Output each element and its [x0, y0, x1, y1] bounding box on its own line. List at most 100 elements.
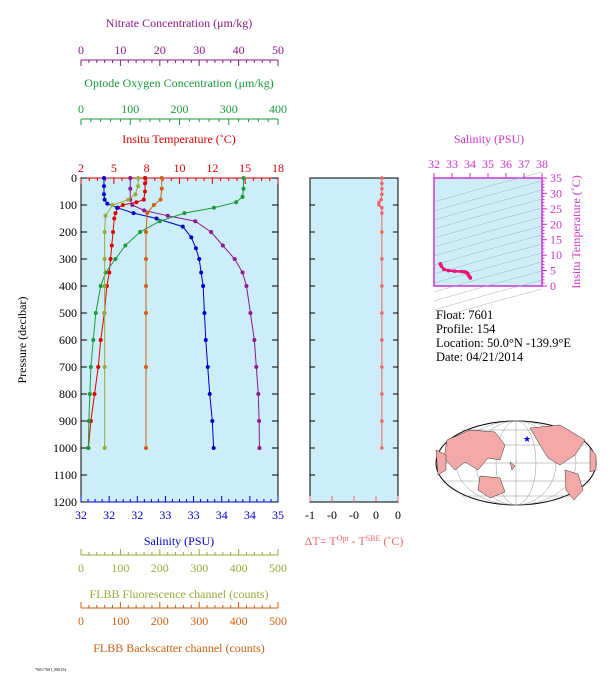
- series-point-temperature: [120, 203, 125, 207]
- backscatter-tick-label: 0: [78, 614, 84, 628]
- fluorescence-tick-label: 200: [151, 561, 169, 575]
- temperature-tick-label: 15: [239, 161, 251, 175]
- dt-point: [380, 338, 384, 342]
- series-point-nitrate: [128, 186, 133, 191]
- series-point-salinity: [105, 201, 110, 206]
- series-point-salinity: [102, 197, 107, 202]
- series-point-salinity: [154, 216, 159, 221]
- density-contour: [433, 279, 543, 311]
- series-point-fluorescence: [136, 184, 141, 189]
- series-point-fluorescence: [102, 284, 107, 288]
- series-point-salinity: [197, 257, 202, 261]
- series-point-backscatter: [158, 197, 163, 202]
- dt-point: [380, 205, 384, 210]
- series-point-fluorescence: [110, 203, 115, 207]
- fluorescence-axis-label: FLBB Fluorescence channel (counts): [90, 587, 269, 601]
- dt-point: [380, 257, 384, 261]
- pressure-axis-label: Pressure (decibar): [15, 297, 29, 384]
- backscatter-tick-label: 100: [111, 614, 129, 628]
- dt-point: [380, 187, 384, 191]
- temperature-axis-label: Insitu Temperature (˚C): [122, 132, 236, 146]
- series-point-temperature: [113, 211, 118, 216]
- series-point-salinity: [189, 235, 194, 240]
- dt-label-part: ΔT= T: [305, 534, 338, 548]
- ts-salinity-tick-label: 36: [500, 157, 512, 171]
- temperature-tick-label: 2: [78, 161, 84, 175]
- series-point-nitrate: [254, 365, 259, 369]
- series-point-salinity: [205, 365, 210, 369]
- ts-point: [452, 269, 457, 273]
- series-point-fluorescence: [102, 365, 107, 369]
- pressure-tick-label: 600: [59, 333, 77, 347]
- pressure-tick-label: 700: [59, 360, 77, 374]
- density-contour: [433, 207, 543, 239]
- density-contour: [433, 198, 543, 230]
- axes-layer: Nitrate Concentration (μm/kg)0 10 20 30 40 50…: [15, 16, 583, 655]
- series-point-oxygen: [86, 419, 91, 423]
- dt-point: [377, 203, 381, 207]
- density-contour: [433, 288, 543, 320]
- backscatter-tick-label: 200: [151, 614, 169, 628]
- series-point-oxygen: [157, 219, 162, 224]
- ts-temperature-tick-label: 15: [550, 233, 562, 247]
- ts-temperature-tick-label: 0: [550, 279, 556, 293]
- ts-point: [468, 276, 473, 280]
- temperature-tick-label: 18: [272, 161, 284, 175]
- dt-point: [380, 176, 384, 180]
- dt-panel: [309, 177, 399, 503]
- series-point-oxygen: [98, 284, 103, 288]
- series-point-fluorescence: [102, 311, 107, 315]
- series-point-salinity: [207, 392, 212, 396]
- dt-label-part: (˚C): [380, 534, 403, 548]
- backscatter-axis-label: FLBB Backscatter channel (counts): [93, 641, 265, 655]
- temperature-tick-label: 8: [144, 161, 150, 175]
- series-point-fluorescence: [133, 192, 138, 197]
- fluorescence-tick-label: 400: [230, 561, 248, 575]
- backscatter-tick-label: 400: [230, 614, 248, 628]
- density-contour: [433, 270, 543, 302]
- dt-point: [380, 211, 384, 215]
- series-point-backscatter: [159, 186, 164, 191]
- world-map: ★: [435, 420, 597, 506]
- series-point-salinity: [202, 311, 207, 315]
- nitrate-tick-label: 10: [114, 43, 126, 57]
- dt-axis-label: ΔT= TOpt - TSBE (˚C): [305, 534, 404, 549]
- oxygen-tick-label: 400: [269, 102, 287, 116]
- density-contour: [433, 225, 543, 257]
- ts-point: [460, 269, 464, 274]
- series-point-salinity: [210, 419, 215, 423]
- density-contour: [433, 180, 543, 212]
- series-point-salinity: [180, 224, 185, 229]
- profile-number: Profile: 154: [436, 322, 496, 336]
- nitrate-axis-label: Nitrate Concentration (μm/kg): [106, 16, 252, 30]
- ts-temperature-tick-label: 30: [550, 186, 562, 200]
- series-point-temperature: [92, 392, 97, 396]
- main-panel: [80, 177, 279, 503]
- series-point-temperature: [108, 257, 113, 261]
- series-point-nitrate: [240, 270, 245, 275]
- float-id: Float: 7601: [436, 308, 494, 322]
- fluorescence-tick-label: 300: [190, 561, 208, 575]
- series-point-nitrate: [165, 213, 170, 218]
- series-point-oxygen: [91, 338, 96, 342]
- series-point-temperature: [98, 338, 103, 342]
- dt-point: [380, 365, 384, 369]
- salinity-tick-label: 35: [272, 508, 284, 522]
- series-point-oxygen: [234, 200, 239, 205]
- series-point-nitrate: [252, 338, 257, 342]
- series-point-backscatter: [144, 257, 149, 261]
- salinity-tick-label: 32: [131, 508, 143, 522]
- temperature-tick-label: 12: [206, 161, 218, 175]
- plot-layer: [86, 176, 473, 450]
- density-contour: [433, 234, 543, 266]
- oxygen-axis-label: Optode Oxygen Concentration (μm/kg): [84, 76, 273, 90]
- dt-point: [380, 419, 384, 423]
- series-point-backscatter: [144, 311, 149, 315]
- series-point-salinity: [101, 176, 106, 180]
- ts-point: [439, 264, 444, 268]
- series-point-oxygen: [241, 186, 246, 191]
- ts-salinity-tick-label: 33: [446, 157, 458, 171]
- pressure-tick-label: 800: [59, 387, 77, 401]
- pressure-tick-label: 0: [71, 171, 77, 185]
- series-point-nitrate: [257, 446, 262, 450]
